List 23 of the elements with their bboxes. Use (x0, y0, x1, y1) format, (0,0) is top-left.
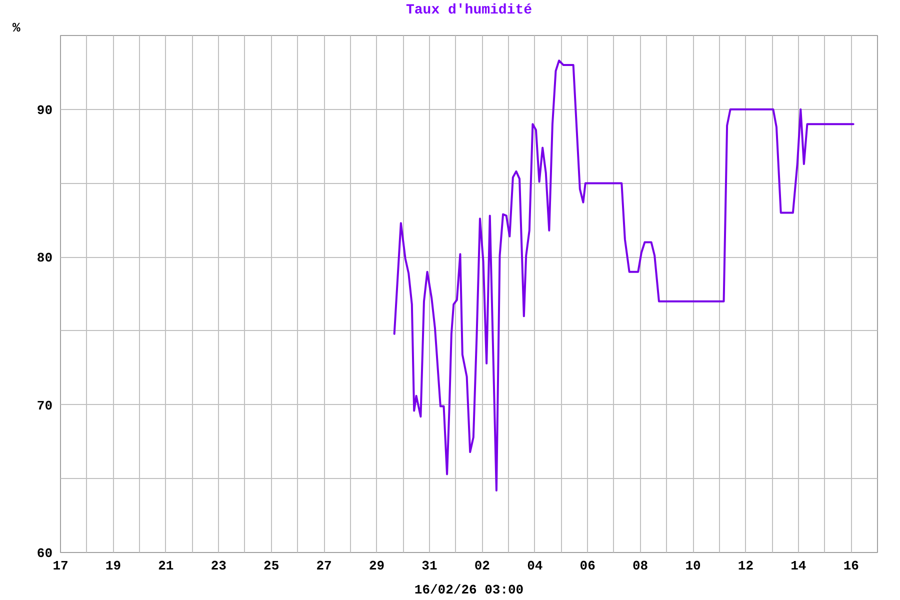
x-tick-label: 16 (843, 558, 860, 574)
x-axis-title: 16/02/26 03:00 (414, 582, 524, 598)
x-tick-label: 27 (316, 558, 332, 574)
x-tick-label: 29 (368, 558, 385, 574)
y-tick-label: 60 (36, 546, 53, 561)
y-tick-label: 80 (36, 250, 53, 266)
x-tick-label: 21 (158, 558, 174, 574)
y-tick-label: 70 (36, 398, 53, 414)
y-axis-title: % (12, 20, 20, 36)
y-tick-label: 90 (36, 102, 53, 118)
x-tick-label: 12 (738, 558, 754, 574)
x-tick-label: 02 (474, 558, 490, 574)
x-tick-label: 31 (422, 558, 438, 574)
x-tick-label: 14 (790, 558, 806, 574)
x-tick-label: 17 (52, 558, 68, 574)
chart-title: Taux d'humidité (406, 2, 532, 18)
x-tick-label: 25 (264, 558, 280, 574)
x-tick-label: 06 (580, 558, 596, 574)
x-tick-label: 08 (632, 558, 648, 574)
x-tick-label: 19 (105, 558, 122, 574)
x-tick-label: 23 (210, 558, 227, 574)
x-tick-label: 04 (527, 558, 543, 574)
x-tick-label: 10 (685, 558, 702, 574)
